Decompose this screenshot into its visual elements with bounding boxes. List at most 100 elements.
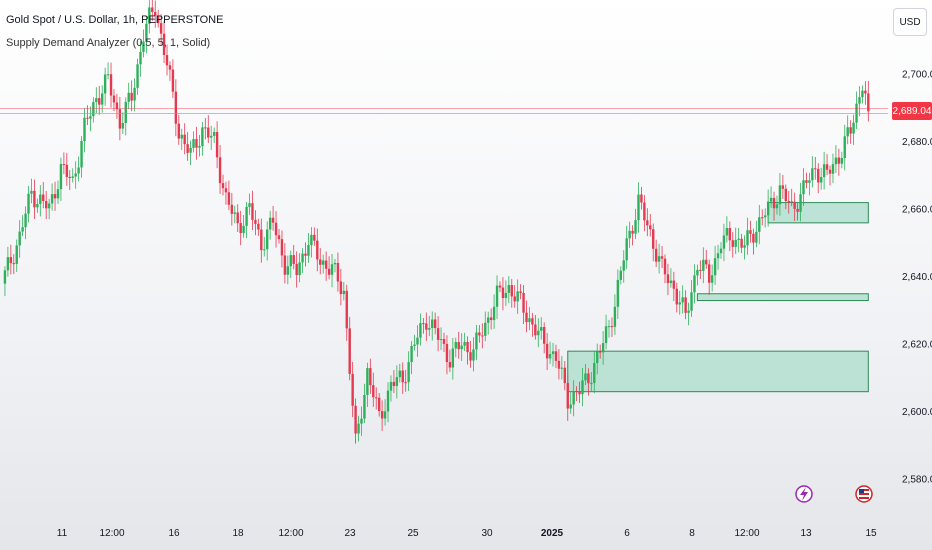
candle bbox=[454, 337, 457, 358]
candle bbox=[168, 61, 172, 81]
candle bbox=[224, 181, 228, 205]
candle bbox=[525, 300, 528, 333]
candle bbox=[752, 228, 755, 255]
candle bbox=[266, 221, 269, 261]
x-tick-label: 11 bbox=[57, 528, 68, 539]
candle bbox=[431, 311, 434, 341]
x-tick-label: 16 bbox=[168, 528, 180, 539]
candle bbox=[377, 393, 381, 417]
candle bbox=[710, 264, 714, 292]
candle bbox=[510, 278, 513, 308]
candle bbox=[442, 332, 446, 352]
candle bbox=[619, 266, 622, 285]
candle bbox=[363, 383, 366, 424]
candle bbox=[489, 308, 493, 330]
candle bbox=[407, 351, 410, 392]
candle bbox=[230, 192, 234, 226]
candle bbox=[696, 264, 699, 286]
candle bbox=[389, 375, 393, 402]
candle bbox=[825, 154, 829, 176]
candle bbox=[507, 276, 511, 304]
candle bbox=[30, 178, 33, 204]
x-tick-label: 12:00 bbox=[278, 528, 303, 539]
candle bbox=[551, 342, 555, 367]
candle bbox=[127, 82, 130, 110]
demand-zones-layer bbox=[567, 202, 869, 393]
candle bbox=[652, 223, 655, 262]
candle bbox=[784, 184, 788, 210]
candle bbox=[392, 370, 396, 394]
candle bbox=[522, 285, 525, 324]
candle bbox=[501, 277, 505, 311]
demand-zone-1 bbox=[767, 202, 869, 224]
candle bbox=[112, 89, 116, 112]
candle bbox=[654, 239, 658, 268]
candle bbox=[15, 239, 18, 272]
candle bbox=[475, 324, 478, 361]
candle bbox=[819, 167, 823, 190]
candle bbox=[837, 148, 841, 176]
us-flag-icon[interactable] bbox=[855, 485, 873, 503]
candle bbox=[274, 211, 278, 248]
candle bbox=[702, 247, 705, 284]
candle bbox=[463, 332, 466, 352]
price-lines-layer bbox=[0, 107, 888, 114]
candle bbox=[472, 337, 475, 372]
candle bbox=[778, 173, 782, 216]
x-tick-label: 13 bbox=[800, 528, 812, 539]
candle bbox=[236, 204, 239, 232]
candle bbox=[139, 40, 142, 77]
candle bbox=[92, 97, 95, 123]
candle bbox=[846, 115, 849, 145]
chart-symbol-title[interactable]: Gold Spot / U.S. Dollar, 1h, PEPPERSTONE bbox=[6, 14, 224, 26]
candle bbox=[469, 340, 472, 368]
candle bbox=[9, 244, 13, 275]
candle bbox=[12, 254, 15, 275]
candle bbox=[563, 361, 567, 391]
x-tick-label: 15 bbox=[865, 528, 877, 539]
candle bbox=[165, 44, 169, 76]
currency-selector-button[interactable]: USD bbox=[893, 8, 927, 36]
x-tick-label: 25 bbox=[407, 528, 419, 539]
candle bbox=[542, 322, 546, 354]
candle bbox=[204, 118, 207, 140]
candle bbox=[398, 363, 401, 383]
event-icons[interactable] bbox=[795, 485, 873, 503]
candle bbox=[545, 333, 549, 371]
candle bbox=[448, 349, 452, 372]
candle bbox=[260, 218, 263, 263]
candle bbox=[799, 182, 802, 222]
candle bbox=[613, 294, 617, 335]
candle bbox=[519, 284, 522, 300]
candle bbox=[369, 358, 372, 394]
candle bbox=[380, 400, 384, 431]
candle bbox=[672, 271, 676, 302]
candle bbox=[643, 195, 646, 232]
candle bbox=[186, 132, 189, 161]
lightning-bolt-icon[interactable] bbox=[795, 485, 813, 503]
candle bbox=[705, 249, 708, 269]
candle bbox=[151, 0, 154, 21]
candle bbox=[657, 243, 661, 274]
candle bbox=[142, 29, 145, 58]
candle bbox=[283, 243, 287, 284]
candle bbox=[6, 246, 10, 277]
candle bbox=[628, 221, 631, 248]
indicator-legend[interactable]: Supply Demand Analyzer (0.5, 5, 1, Solid… bbox=[6, 37, 211, 49]
candle bbox=[251, 190, 254, 231]
candle bbox=[831, 153, 835, 184]
candle bbox=[828, 165, 832, 186]
candle bbox=[425, 312, 428, 341]
candle bbox=[604, 314, 608, 350]
candle bbox=[690, 280, 693, 317]
candle bbox=[852, 114, 855, 145]
candle bbox=[71, 168, 74, 183]
candle bbox=[386, 382, 390, 423]
candle bbox=[89, 106, 92, 132]
candle bbox=[660, 246, 664, 269]
candle bbox=[62, 152, 66, 175]
candle bbox=[728, 221, 732, 252]
candle bbox=[817, 163, 820, 194]
candle bbox=[790, 188, 793, 207]
